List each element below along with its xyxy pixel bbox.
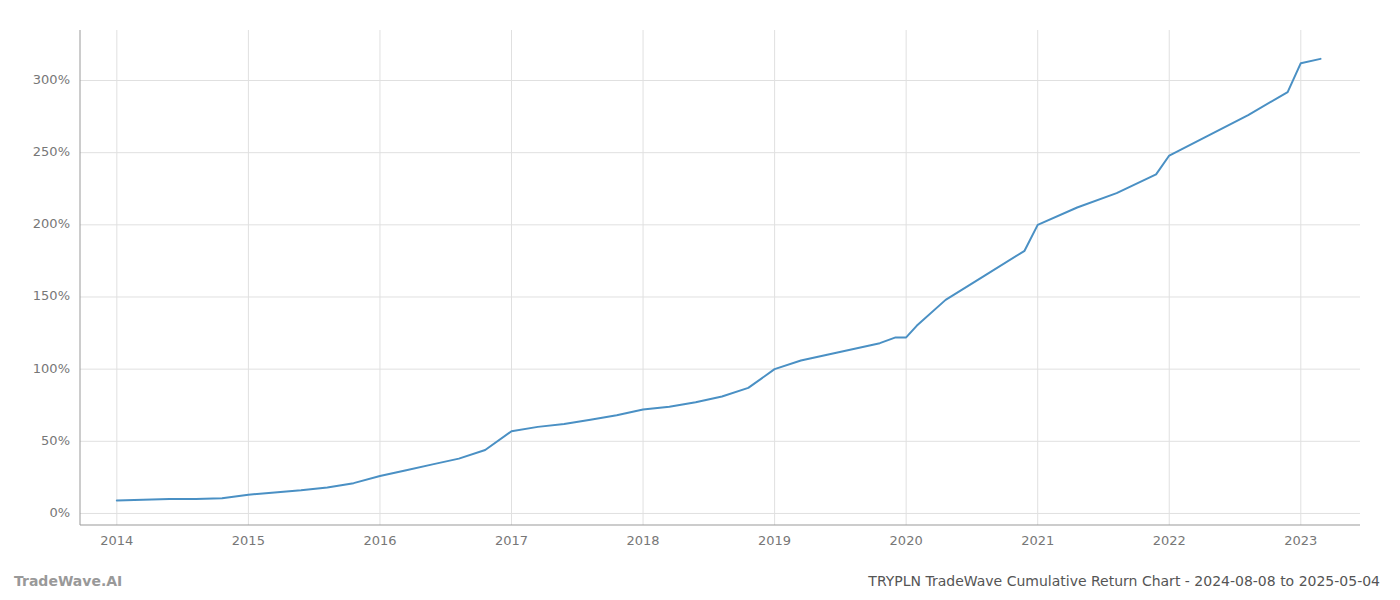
x-grid-line [511, 30, 512, 525]
x-tick-label: 2019 [758, 533, 791, 548]
y-axis-line [80, 30, 81, 525]
x-tick-label: 2015 [232, 533, 265, 548]
y-grid-line [80, 224, 1360, 225]
grid [80, 30, 1360, 525]
x-grid-line [1037, 30, 1038, 525]
x-grid-line [379, 30, 380, 525]
y-tick-label: 300% [33, 72, 70, 87]
y-tick-label: 200% [33, 216, 70, 231]
x-axis-line [80, 525, 1360, 526]
x-grid-line [1169, 30, 1170, 525]
x-tick-label: 2023 [1284, 533, 1317, 548]
y-grid-line [80, 513, 1360, 514]
plot-area [117, 59, 1321, 501]
x-tick-label: 2020 [890, 533, 923, 548]
y-grid-line [80, 296, 1360, 297]
x-tick-label: 2022 [1153, 533, 1186, 548]
x-tick-label: 2018 [626, 533, 659, 548]
x-tick-label: 2016 [363, 533, 396, 548]
x-grid-line [906, 30, 907, 525]
y-tick-label: 250% [33, 144, 70, 159]
y-grid-line [80, 152, 1360, 153]
watermark: TradeWave.AI [14, 573, 122, 589]
y-grid-line [80, 369, 1360, 370]
line [117, 59, 1321, 501]
chart: 0% 50% 100% 150% 200% 250% 300% 2014 2015 2016 201… [0, 0, 1400, 600]
x-tick-label: 2021 [1021, 533, 1054, 548]
y-grid-line [80, 80, 1360, 81]
y-grid-line [80, 441, 1360, 442]
x-grid-line [116, 30, 117, 525]
x-tick-label: 2014 [100, 533, 133, 548]
y-tick-label: 150% [33, 288, 70, 303]
y-tick-label: 0% [49, 505, 70, 520]
x-grid-line [774, 30, 775, 525]
y-tick-label: 100% [33, 361, 70, 376]
title: TRYPLN TradeWave Cumulative Return Chart… [867, 573, 1380, 589]
x-grid-line [643, 30, 644, 525]
x-grid-line [248, 30, 249, 525]
background [0, 0, 1400, 600]
x-grid-line [1300, 30, 1301, 525]
x-tick-label: 2017 [495, 533, 528, 548]
y-tick-label: 50% [41, 433, 70, 448]
